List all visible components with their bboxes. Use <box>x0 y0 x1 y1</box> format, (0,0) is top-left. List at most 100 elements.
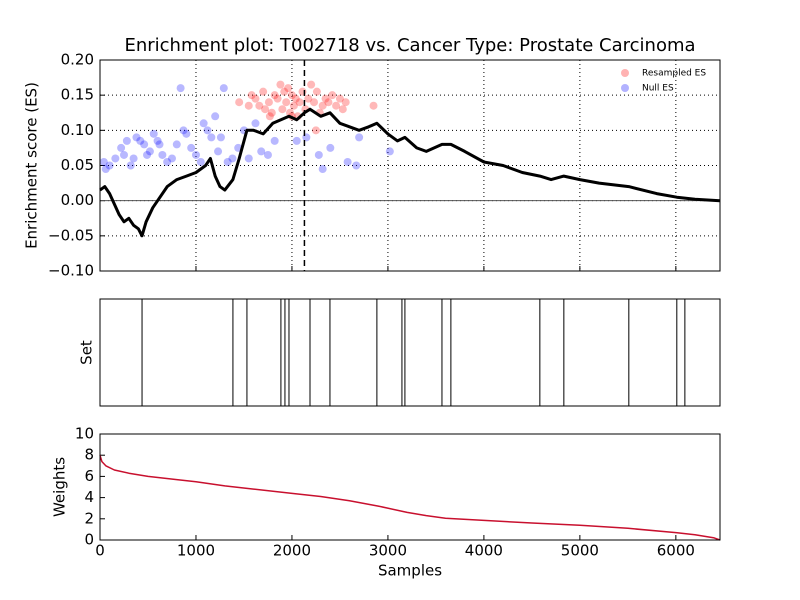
scatter-point <box>251 94 260 103</box>
scatter-point <box>235 98 244 107</box>
y-tick-label: 6 <box>84 467 94 485</box>
scatter-point <box>278 105 287 114</box>
scatter-point <box>328 91 337 100</box>
scatter-point <box>255 101 264 110</box>
scatter-point <box>207 133 216 142</box>
scatter-point <box>119 150 128 159</box>
legend-label: Resampled ES <box>642 69 706 79</box>
scatter-point <box>341 98 350 107</box>
scatter-point <box>318 165 327 174</box>
scatter-point <box>191 150 200 159</box>
scatter-point <box>257 147 266 156</box>
scatter-point <box>298 87 307 96</box>
scatter-point <box>284 84 293 93</box>
y-tick-label: 4 <box>84 488 94 506</box>
scatter-point <box>187 143 196 152</box>
scatter-point <box>182 129 191 138</box>
scatter-point <box>265 112 274 121</box>
scatter-point <box>155 140 164 149</box>
scatter-point <box>122 136 131 145</box>
scatter-point <box>332 101 341 110</box>
scatter-point <box>292 136 301 145</box>
scatter-point <box>216 133 225 142</box>
y-axis-label: Set <box>78 340 96 365</box>
scatter-point <box>143 150 152 159</box>
scatter-point <box>247 91 256 100</box>
panel: Set <box>78 298 721 407</box>
x-tick-label: 6000 <box>657 542 695 560</box>
legend-swatch <box>621 69 629 77</box>
scatter-point <box>126 161 135 170</box>
scatter-point <box>129 154 138 163</box>
scatter-point <box>286 108 295 117</box>
scatter-point <box>172 140 181 149</box>
scatter-point <box>199 119 208 128</box>
legend-label: Null ES <box>642 84 674 94</box>
scatter-point <box>211 112 220 121</box>
scatter-point <box>244 154 253 163</box>
scatter-point <box>304 94 313 103</box>
scatter-point <box>343 157 352 166</box>
scatter-point <box>321 94 330 103</box>
x-tick-label: 2000 <box>273 542 311 560</box>
scatter-point <box>291 94 300 103</box>
x-tick-label: 3000 <box>369 542 407 560</box>
scatter-point <box>153 136 162 145</box>
y-tick-label: 0.20 <box>61 51 94 69</box>
scatter-point <box>280 87 289 96</box>
scatter-point <box>385 147 394 156</box>
scatter-point <box>295 98 304 107</box>
plot-frame <box>99 59 721 272</box>
scatter-point <box>307 80 316 89</box>
scatter-point <box>311 126 320 135</box>
scatter-point <box>318 101 327 110</box>
y-tick-label: 0.10 <box>61 121 94 139</box>
y-tick-label: 0 <box>84 531 94 549</box>
y-tick-label: 0.15 <box>61 86 94 104</box>
y-tick-label: 0.05 <box>61 156 94 174</box>
scatter-point <box>117 143 126 152</box>
scatter-point <box>105 161 114 170</box>
x-tick-label: 5000 <box>561 542 599 560</box>
scatter-point <box>145 147 154 156</box>
scatter-point <box>310 98 319 107</box>
scatter-point <box>273 94 282 103</box>
scatter-point <box>270 136 279 145</box>
x-tick-label: 4000 <box>465 542 503 560</box>
scatter-point <box>267 108 276 117</box>
scatter-point <box>326 143 335 152</box>
x-axis-label: Samples <box>378 562 442 580</box>
legend-swatch <box>621 84 629 92</box>
scatter-point <box>214 147 223 156</box>
x-tick-label: 0 <box>95 542 105 560</box>
scatter-point <box>244 101 253 110</box>
scatter-point <box>149 129 158 138</box>
scatter-point <box>196 157 205 166</box>
y-tick-label: 2 <box>84 509 94 527</box>
scatter-point <box>167 154 176 163</box>
scatter-point <box>263 150 272 159</box>
scatter-point <box>314 150 323 159</box>
y-tick-label: −0.05 <box>48 226 94 244</box>
scatter-point <box>158 150 167 159</box>
scatter-point <box>219 84 228 93</box>
scatter-point <box>338 105 347 114</box>
scatter-point <box>324 98 333 107</box>
scatter-point <box>136 136 145 145</box>
y-tick-label: 0.00 <box>61 191 94 209</box>
scatter-point <box>132 133 141 142</box>
es-line <box>99 107 721 238</box>
y-axis-label: Weights <box>51 457 69 517</box>
x-tick-label: 1000 <box>177 542 215 560</box>
scatter-point <box>223 157 232 166</box>
plot-frame <box>99 433 721 541</box>
scatter-point <box>179 126 188 135</box>
scatter-point <box>101 165 110 174</box>
plot-frame <box>99 298 721 407</box>
y-tick-label: −0.10 <box>48 262 94 280</box>
scatter-point <box>335 94 344 103</box>
y-tick-label: 10 <box>75 425 94 443</box>
scatter-point <box>140 140 149 149</box>
scatter-point <box>289 101 298 110</box>
legend: Resampled ES Null ES <box>621 69 706 94</box>
